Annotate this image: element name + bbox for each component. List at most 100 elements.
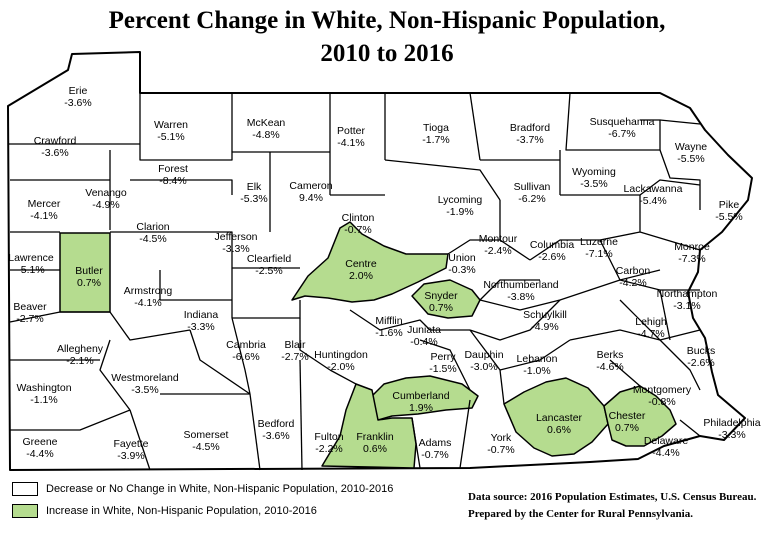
- county-value-elk: -5.3%: [240, 193, 267, 205]
- county-value-franklin: 0.6%: [363, 443, 387, 455]
- county-name-cambria: Cambria: [226, 339, 266, 351]
- county-value-lycoming: -1.9%: [446, 206, 473, 218]
- county-value-adams: -0.7%: [421, 449, 448, 461]
- county-boundary-line: [411, 417, 421, 469]
- county-name-northumberland: Northumberland: [483, 279, 558, 291]
- county-value-juniata: -0.4%: [410, 336, 437, 348]
- county-value-york: -0.7%: [487, 444, 514, 456]
- county-boundary-line: [110, 231, 300, 269]
- county-value-pike: -5.5%: [715, 211, 742, 223]
- legend-label-decrease: Decrease or No Change in White, Non-Hisp…: [46, 483, 394, 495]
- county-name-butler: Butler: [75, 265, 103, 277]
- county-value-jefferson: -3.3%: [222, 243, 249, 255]
- county-name-potter: Potter: [337, 125, 366, 137]
- county-name-tioga: Tioga: [423, 122, 449, 134]
- county-boundary-line: [499, 200, 531, 261]
- county-value-mifflin: -1.6%: [375, 327, 402, 339]
- county-boundary-lines: [8, 92, 701, 471]
- county-value-philadelphia: -3.3%: [718, 429, 745, 441]
- county-name-huntingdon: Huntingdon: [314, 349, 368, 361]
- county-boundary-line: [609, 359, 641, 387]
- county-value-armstrong: -4.1%: [134, 297, 161, 309]
- county-boundary-line: [299, 359, 303, 471]
- county-boundary-line: [189, 329, 251, 395]
- county-name-carbon: Carbon: [616, 265, 651, 277]
- county-value-northampton: -3.1%: [673, 300, 700, 312]
- county-boundary-line: [139, 93, 330, 161]
- county-boundary-line: [419, 339, 471, 391]
- county-boundary-line: [659, 339, 701, 391]
- county-name-susquehanna: Susquehanna: [590, 116, 655, 128]
- county-boundary-line: [159, 270, 232, 301]
- county-name-erie: Erie: [69, 85, 88, 97]
- county-boundary-line: [9, 311, 110, 323]
- county-name-centre: Centre: [345, 258, 377, 270]
- county-name-wayne: Wayne: [675, 141, 707, 153]
- source-line-2: Prepared by the Center for Rural Pennsyl…: [468, 508, 693, 520]
- county-value-wyoming: -3.5%: [580, 178, 607, 190]
- county-shape-franklin: [321, 383, 417, 469]
- county-boundary-line: [469, 92, 481, 161]
- county-name-lehigh: Lehigh: [635, 316, 667, 328]
- county-name-clarion: Clarion: [136, 221, 169, 233]
- county-value-erie: -3.6%: [64, 97, 91, 109]
- county-name-lancaster: Lancaster: [536, 412, 583, 424]
- county-name-montgomery: Montgomery: [633, 384, 692, 396]
- source-line-1: Data source: 2016 Population Estimates, …: [468, 491, 757, 503]
- county-boundary-line: [640, 119, 701, 125]
- legend-swatch-increase: [12, 504, 38, 518]
- county-boundary-line: [329, 369, 357, 385]
- county-name-bucks: Bucks: [687, 345, 716, 357]
- county-name-forest: Forest: [158, 163, 188, 175]
- county-value-bucks: -2.6%: [687, 357, 714, 369]
- county-value-fulton: -2.2%: [315, 443, 342, 455]
- county-boundary-line: [659, 289, 671, 341]
- legend-swatch-decrease: [12, 482, 38, 496]
- county-name-mifflin: Mifflin: [375, 315, 402, 327]
- county-value-lancaster: 0.6%: [547, 424, 571, 436]
- county-value-lawrence: -5.1%: [17, 264, 44, 276]
- county-value-washington: -1.1%: [30, 394, 57, 406]
- county-value-lebanon: -1.0%: [523, 365, 550, 377]
- county-boundary-line: [459, 399, 471, 469]
- county-name-dauphin: Dauphin: [464, 349, 503, 361]
- county-boundary-line: [679, 419, 701, 437]
- county-value-clearfield: -2.5%: [255, 265, 282, 277]
- county-name-columbia: Columbia: [530, 239, 575, 251]
- county-value-cambria: -6.6%: [232, 351, 259, 363]
- county-name-bedford: Bedford: [258, 418, 295, 430]
- legend-item-increase: Increase in White, Non-Hispanic Populati…: [12, 503, 317, 519]
- county-shape-cumberland: [369, 375, 479, 421]
- county-value-schuylkill: -4.9%: [531, 321, 558, 333]
- county-value-mercer: -4.1%: [30, 210, 57, 222]
- county-value-cumberland: 1.9%: [409, 402, 433, 414]
- county-name-lebanon: Lebanon: [517, 353, 558, 365]
- county-labels: Erie-3.6%Crawford-3.6%Warren-5.1%McKean-…: [8, 85, 761, 462]
- county-value-berks: -4.6%: [596, 361, 623, 373]
- county-name-delaware: Delaware: [644, 435, 689, 447]
- county-name-allegheny: Allegheny: [57, 343, 104, 355]
- title-line-1: Percent Change in White, Non-Hispanic Po…: [108, 7, 666, 34]
- data-source-note: Data source: 2016 Population Estimates, …: [468, 489, 768, 523]
- county-name-mckean: McKean: [247, 117, 286, 129]
- county-boundary-line: [130, 179, 233, 195]
- county-value-centre: 2.0%: [349, 270, 373, 282]
- county-shape-chester: [603, 385, 677, 447]
- county-value-bradford: -3.7%: [516, 134, 543, 146]
- county-boundary-line: [249, 393, 261, 471]
- county-name-franklin: Franklin: [356, 431, 394, 443]
- county-name-perry: Perry: [430, 351, 456, 363]
- county-value-cameron: 9.4%: [299, 192, 323, 204]
- county-value-chester: 0.7%: [615, 422, 639, 434]
- title-line-2: 2010 to 2016: [320, 40, 454, 67]
- county-boundary-line: [469, 299, 561, 341]
- county-boundary-line: [99, 339, 131, 411]
- county-value-luzerne: -7.1%: [585, 248, 612, 260]
- county-value-blair: -2.7%: [281, 351, 308, 363]
- county-name-union: Union: [448, 252, 476, 264]
- county-name-juniata: Juniata: [407, 324, 441, 336]
- county-boundary-line: [659, 149, 701, 210]
- county-name-schuylkill: Schuylkill: [523, 309, 567, 321]
- county-value-venango: -4.9%: [92, 199, 119, 211]
